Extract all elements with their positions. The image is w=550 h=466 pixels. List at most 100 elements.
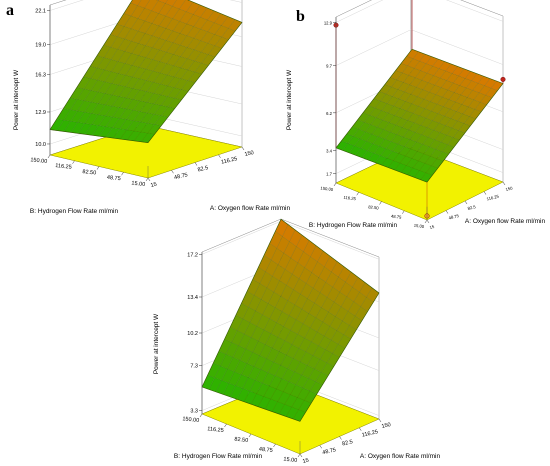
z-tick-label: 7.3	[190, 364, 198, 370]
y-tick	[402, 210, 405, 214]
x-tick-label: 82.5	[197, 165, 209, 173]
y-tick	[145, 177, 149, 182]
z-tick-label: 12.9	[35, 110, 46, 116]
x-tick-label: 15	[429, 224, 435, 230]
y-tick	[47, 154, 51, 159]
y-tick-label: 82.50	[82, 169, 96, 176]
x-tick	[171, 170, 174, 174]
z-tick-label: 13.4	[187, 295, 198, 301]
z-tick-label: 3.3	[190, 409, 198, 415]
chart-b: 1.7 3.4 6.2 9.7 12.9 15 48.75 82.5 116.25 150 15.0…	[286, 0, 545, 230]
y-tick-label: 150.00	[30, 157, 47, 165]
x-tick	[426, 219, 430, 224]
wall-gridline	[335, 29, 504, 66]
x-tick	[147, 177, 151, 182]
surface-patch	[158, 0, 168, 4]
surface-patch	[144, 0, 159, 11]
x-axis-title: A: Oxygen flow Rate ml/min	[465, 218, 546, 225]
design-point	[500, 76, 506, 82]
y-tick	[224, 423, 227, 428]
y-axis-title: B: Hydrogen Flow Rate ml/min	[30, 208, 119, 215]
x-tick	[445, 210, 449, 214]
y-tick-label: 116.25	[343, 195, 357, 202]
x-tick-label: 48.75	[322, 447, 337, 456]
x-axis-title: A: Oxygen flow Rate ml/min	[210, 205, 291, 212]
y-tick	[72, 160, 75, 164]
y-tick-label: 15.00	[283, 457, 297, 464]
x-tick	[502, 181, 506, 186]
surface-patch	[130, 0, 142, 6]
chart-a: 10.0 12.9 16.3 19.0 22.1 15 48.75 82.5 116.25 150…	[13, 0, 290, 215]
x-tick	[218, 154, 221, 158]
y-tick	[297, 453, 301, 458]
y-tick	[96, 166, 100, 170]
z-tick-label: 6.2	[326, 111, 332, 116]
surface-patch	[137, 0, 151, 9]
surface-outline	[49, 0, 243, 144]
y-tick	[356, 192, 359, 196]
panel-label-a: a	[6, 2, 14, 19]
x-tick-label: 15	[150, 182, 157, 189]
x-tick-label: 116.25	[221, 156, 238, 166]
y-tick-label: 82.50	[368, 204, 380, 210]
y-tick-label: 116.25	[55, 163, 72, 171]
y-tick-label: 15.00	[413, 223, 425, 229]
y-tick	[248, 433, 252, 438]
z-axis-title: Power at intercept W	[286, 69, 293, 130]
x-tick-label: 150	[505, 185, 514, 192]
z-tick-label: 9.7	[326, 64, 332, 69]
surface-patch	[179, 0, 194, 12]
x-tick-label: 150	[381, 422, 391, 430]
wall-gridline	[335, 0, 504, 23]
wall-gridline	[49, 0, 243, 11]
surface-outline	[201, 218, 380, 422]
y-tick-label: 48.75	[107, 175, 121, 182]
y-tick-label: 82.50	[234, 437, 248, 444]
x-tick-label: 116.25	[361, 429, 378, 439]
x-tick	[483, 191, 487, 195]
x-tick	[359, 427, 362, 431]
y-tick	[121, 172, 124, 176]
surface-patch	[156, 0, 159, 1]
z-axis-title: Power at intercept W	[13, 69, 20, 130]
surface-plot: 1.7 3.4 6.2 9.7 12.9 15 48.75 82.5 116.25 150 15.0…	[286, 0, 545, 230]
x-tick	[241, 146, 245, 151]
surface-patch	[172, 0, 186, 10]
y-tick	[199, 413, 203, 418]
x-tick-label: 48.75	[448, 213, 460, 221]
x-tick	[194, 162, 198, 166]
y-tick	[273, 443, 276, 448]
y-tick-label: 150.00	[320, 185, 334, 192]
y-tick-label: 150.00	[182, 416, 199, 424]
z-tick-label: 12.9	[324, 20, 333, 25]
z-tick-label: 1.7	[326, 172, 332, 177]
x-tick-label: 48.75	[174, 172, 189, 181]
x-tick	[299, 453, 303, 458]
y-tick-label: 48.75	[391, 214, 403, 220]
y-tick-label: 48.75	[259, 447, 273, 454]
y-tick-label: 15.00	[131, 181, 145, 188]
surface-plot: 10.0 12.9 16.3 19.0 22.1 15 48.75 82.5 116.25 150…	[13, 0, 290, 215]
x-tick-label: 150	[244, 150, 254, 158]
x-tick-label: 15	[302, 458, 309, 465]
z-tick-label: 10.0	[35, 142, 46, 148]
z-tick-label: 17.2	[187, 252, 198, 258]
y-tick	[424, 219, 428, 224]
y-tick	[333, 182, 337, 187]
z-axis-title: Power at intercept W	[153, 313, 160, 374]
x-tick	[319, 445, 322, 449]
x-tick	[378, 418, 382, 423]
z-tick-label: 10.2	[187, 331, 198, 337]
panel-label-b: b	[296, 8, 305, 25]
y-axis-title: B: Hydrogen Flow Rate ml/min	[309, 222, 398, 229]
x-tick-label: 116.25	[486, 193, 500, 201]
x-tick	[339, 436, 342, 440]
x-tick-label: 82.5	[467, 204, 477, 211]
z-tick-label: 3.4	[326, 149, 332, 154]
y-axis-title: B: Hydrogen Flow Rate ml/min	[174, 453, 263, 460]
y-tick	[379, 201, 382, 205]
surface-patch	[165, 0, 177, 7]
x-tick-label: 82.5	[342, 439, 354, 447]
z-tick-label: 22.1	[35, 9, 46, 15]
